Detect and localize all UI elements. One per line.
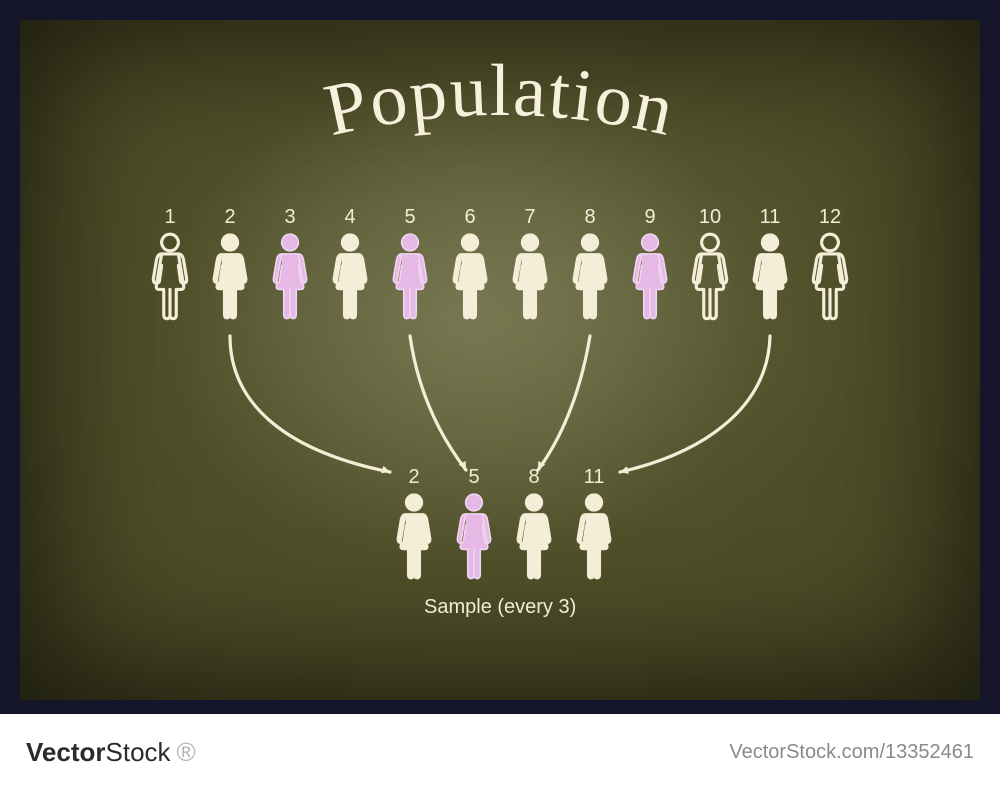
person-icon xyxy=(572,491,616,592)
population-figure: 2 xyxy=(200,206,260,332)
population-number: 3 xyxy=(284,206,295,229)
person-icon xyxy=(452,491,496,592)
population-figure: 8 xyxy=(560,206,620,332)
chalkboard: Population 1 2 3 4 5 6 7 8 9 10 11 12 2 … xyxy=(20,20,980,700)
sample-row: 2 5 8 11 xyxy=(384,466,624,592)
person-icon xyxy=(508,231,552,332)
brand-trademark: ® xyxy=(177,737,196,768)
sample-figure: 5 xyxy=(444,466,504,592)
person-icon xyxy=(148,231,192,332)
title-text: Population xyxy=(318,50,683,152)
population-figure: 5 xyxy=(380,206,440,332)
person-icon xyxy=(748,231,792,332)
population-figure: 1 xyxy=(140,206,200,332)
population-number: 7 xyxy=(524,206,535,229)
sample-number: 2 xyxy=(408,466,419,489)
person-icon xyxy=(568,231,612,332)
brand: VectorStock ® xyxy=(26,737,196,768)
population-number: 8 xyxy=(584,206,595,229)
sample-number: 5 xyxy=(468,466,479,489)
person-icon xyxy=(512,491,556,592)
arrow xyxy=(538,336,590,470)
sample-number: 11 xyxy=(584,466,605,489)
population-number: 10 xyxy=(699,206,721,229)
arrow xyxy=(620,336,770,472)
brand-prefix: VectorStock xyxy=(26,737,171,768)
population-number: 6 xyxy=(464,206,475,229)
population-figure: 10 xyxy=(680,206,740,332)
sample-figure: 2 xyxy=(384,466,444,592)
person-icon xyxy=(448,231,492,332)
population-figure: 4 xyxy=(320,206,380,332)
stage: Population 1 2 3 4 5 6 7 8 9 10 11 12 2 … xyxy=(0,0,1000,790)
person-icon xyxy=(808,231,852,332)
person-icon xyxy=(628,231,672,332)
population-number: 4 xyxy=(344,206,355,229)
person-icon xyxy=(392,491,436,592)
sample-figure: 8 xyxy=(504,466,564,592)
population-figure: 11 xyxy=(740,206,800,332)
population-row: 1 2 3 4 5 6 7 8 9 10 11 12 xyxy=(140,206,860,332)
person-icon xyxy=(208,231,252,332)
arrow xyxy=(230,336,390,472)
population-figure: 7 xyxy=(500,206,560,332)
footer: VectorStock ® VectorStock.com/13352461 xyxy=(0,714,1000,790)
site-id: VectorStock.com/13352461 xyxy=(729,741,974,764)
sample-number: 8 xyxy=(528,466,539,489)
population-figure: 3 xyxy=(260,206,320,332)
population-number: 1 xyxy=(164,206,175,229)
sample-figure: 11 xyxy=(564,466,624,592)
population-number: 12 xyxy=(819,206,841,229)
population-figure: 6 xyxy=(440,206,500,332)
population-figure: 9 xyxy=(620,206,680,332)
person-icon xyxy=(688,231,732,332)
person-icon xyxy=(388,231,432,332)
population-number: 2 xyxy=(224,206,235,229)
population-number: 9 xyxy=(644,206,655,229)
population-number: 5 xyxy=(404,206,415,229)
sample-label: Sample (every 3) xyxy=(424,596,576,619)
person-icon xyxy=(268,231,312,332)
population-figure: 12 xyxy=(800,206,860,332)
population-number: 11 xyxy=(760,206,781,229)
person-icon xyxy=(328,231,372,332)
arrow xyxy=(410,336,466,470)
title: Population xyxy=(20,50,980,215)
